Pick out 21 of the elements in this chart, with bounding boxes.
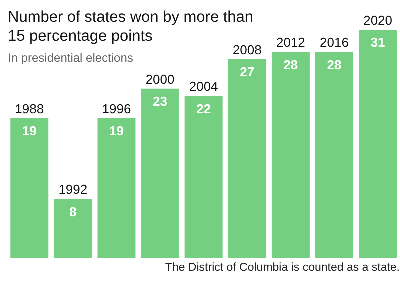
x-tick-label: 1992	[58, 182, 88, 198]
x-tick-label: 2008	[232, 42, 262, 58]
x-tick-label: 2020	[364, 13, 393, 28]
data-label: 23	[153, 94, 168, 110]
x-tick-label: 2012	[276, 35, 306, 50]
data-label: 8	[70, 204, 77, 220]
text: In presidential elections	[8, 51, 134, 65]
data-label: 27	[240, 64, 255, 80]
x-tick-label: 2004	[189, 79, 218, 94]
text: The District of Columbia is counted as a state.	[164, 262, 400, 274]
x-tick-label: 1988	[15, 101, 44, 116]
data-label: 28	[327, 57, 342, 72]
x-tick-label: 2016	[320, 35, 349, 50]
x-tick-label: 1996	[102, 101, 132, 116]
x-tick-label: 2000	[146, 72, 175, 87]
data-label: 19	[109, 123, 124, 138]
data-label: 28	[284, 57, 298, 72]
data-label: 22	[196, 101, 212, 116]
data-label: 31	[370, 35, 386, 50]
data-label: 19	[22, 123, 37, 138]
chart-title: Number of states won by more than 15 percentage points	[8, 9, 254, 45]
